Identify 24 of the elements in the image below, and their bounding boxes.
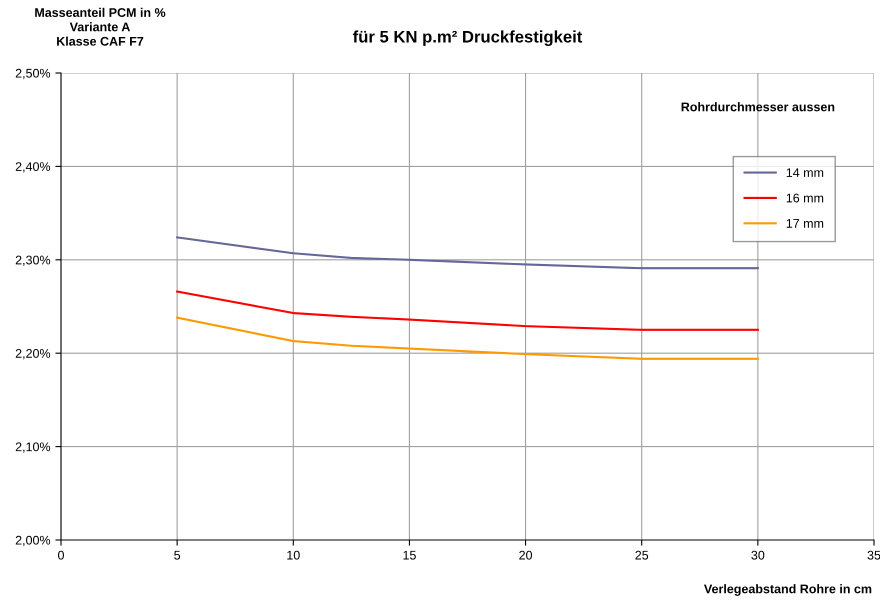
y-tick-label: 2,00% <box>16 536 50 546</box>
x-tick-label: 25 <box>635 550 648 560</box>
line-series <box>176 316 759 360</box>
y-tick-label: 2,30% <box>16 256 50 266</box>
x-tick-label: 10 <box>287 550 300 560</box>
chart-title: für 5 KN p.m² Druckfestigkeit <box>352 30 582 46</box>
y-tick-label: 2,20% <box>16 349 50 360</box>
legend-label: 14 mm <box>786 168 824 177</box>
x-axis-title: Verlegeabstand Rohre in cm <box>704 584 872 596</box>
y-tick-label: 2,40% <box>16 162 50 173</box>
y-axis-title: Masseanteil PCM in % Variante A Klasse CAF F7 <box>35 8 166 46</box>
legend-label: 17 mm <box>786 219 824 228</box>
x-tick-label: 15 <box>403 550 416 560</box>
y-tick-label: 2,50% <box>16 68 50 80</box>
legend-label: 16 mm <box>786 194 824 202</box>
y-tick-label: 2,10% <box>16 442 50 453</box>
legend-title: Rohrdurchmesser aussen <box>682 102 834 112</box>
x-tick-label: 35 <box>868 550 880 560</box>
x-tick-label: 0 <box>58 550 64 560</box>
x-tick-label: 5 <box>174 550 180 560</box>
line-series <box>176 290 759 331</box>
line-series <box>176 236 759 270</box>
x-tick-label: 20 <box>519 550 532 560</box>
x-tick-label: 30 <box>751 550 764 560</box>
